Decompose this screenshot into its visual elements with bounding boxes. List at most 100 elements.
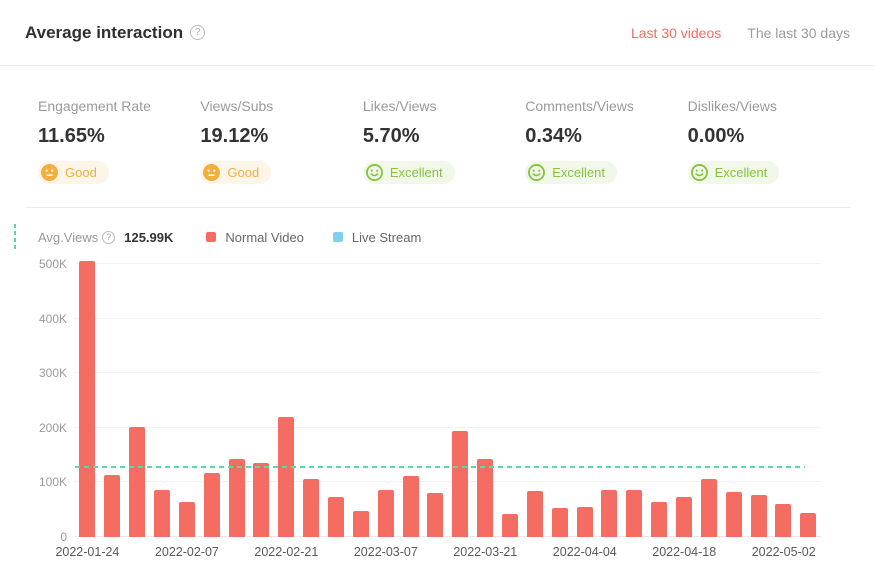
smiley-face-icon bbox=[528, 164, 546, 181]
rating-text: Good bbox=[227, 165, 260, 180]
bar[interactable] bbox=[427, 492, 444, 537]
metric-label: Views/Subs bbox=[200, 98, 274, 114]
bar-slot bbox=[672, 264, 697, 537]
metric-value: 11.65% bbox=[38, 125, 105, 147]
y-axis-tick-label: 200K bbox=[38, 420, 67, 435]
gridline bbox=[75, 317, 821, 319]
bar-slot bbox=[274, 264, 299, 537]
bar-slot bbox=[796, 264, 821, 537]
bar-slot bbox=[473, 264, 498, 537]
metric-views-subs: Views/Subs 19.12% Good bbox=[200, 98, 362, 186]
bar[interactable] bbox=[725, 492, 742, 537]
bar[interactable] bbox=[253, 462, 270, 537]
x-axis-tick-label: 2022-02-21 bbox=[254, 545, 319, 559]
avg-line-dash-icon bbox=[14, 224, 16, 250]
y-axis-tick-label: 300K bbox=[38, 366, 67, 381]
page-title: Average interaction bbox=[25, 22, 184, 42]
metric-likes-views: Likes/Views 5.70% Excellent bbox=[362, 98, 525, 186]
bar-slot bbox=[597, 264, 622, 537]
help-icon[interactable]: ? bbox=[190, 25, 206, 40]
neutral-face-icon bbox=[41, 164, 58, 181]
bar[interactable] bbox=[154, 490, 170, 537]
bar[interactable] bbox=[328, 497, 345, 537]
bar[interactable] bbox=[750, 494, 767, 537]
metric-engagement-rate: Engagement Rate 11.65% Good bbox=[38, 98, 200, 186]
bar-slot bbox=[498, 264, 523, 537]
metric-value: 0.34% bbox=[525, 125, 582, 147]
metric-dislikes-views: Dislikes/Views 0.00% Excellent bbox=[687, 98, 850, 186]
y-axis-tick-label: 0 bbox=[60, 530, 67, 544]
bar[interactable] bbox=[601, 489, 618, 537]
y-axis-tick-label: 100K bbox=[38, 475, 67, 490]
bar[interactable] bbox=[775, 503, 792, 537]
x-axis-tick-label: 2022-05-02 bbox=[751, 545, 816, 559]
bar[interactable] bbox=[178, 502, 195, 537]
bar-slot bbox=[398, 264, 423, 537]
legend-label: Normal Video bbox=[225, 229, 304, 245]
bar[interactable] bbox=[800, 512, 817, 537]
x-axis-tick-label: 2022-03-07 bbox=[353, 545, 418, 559]
gridline bbox=[75, 536, 821, 537]
x-axis-tick-label: 2022-04-04 bbox=[552, 545, 617, 559]
bar[interactable] bbox=[576, 506, 593, 537]
bar-slot bbox=[423, 264, 448, 537]
x-axis-tick-label: 2022-01-24 bbox=[55, 545, 120, 559]
metric-label: Comments/Views bbox=[525, 98, 634, 114]
bar[interactable] bbox=[402, 475, 419, 537]
views-bar-chart: 0 100K 200K 300K 400K 500K 2022-01-24 2022-02-0… bbox=[0, 250, 875, 562]
bar-slot bbox=[771, 264, 796, 537]
metric-label: Likes/Views bbox=[362, 98, 437, 114]
bar-slot bbox=[746, 264, 771, 537]
bar[interactable] bbox=[626, 489, 643, 537]
bar-slot bbox=[373, 264, 398, 537]
tab-last-30-days[interactable]: The last 30 days bbox=[747, 24, 850, 41]
avg-views-text: Avg.Views bbox=[38, 229, 99, 245]
bar-slot bbox=[622, 264, 647, 537]
avg-views-label: Avg.Views ? bbox=[38, 229, 116, 245]
y-axis-tick-label: 500K bbox=[38, 257, 67, 271]
bar-slot bbox=[125, 264, 150, 537]
bar[interactable] bbox=[104, 474, 121, 537]
bar-slot bbox=[522, 264, 547, 537]
bar-slot bbox=[696, 264, 721, 537]
bar[interactable] bbox=[651, 501, 668, 537]
bar[interactable] bbox=[203, 473, 220, 537]
tab-last-30-videos[interactable]: Last 30 videos bbox=[630, 24, 722, 41]
bar[interactable] bbox=[303, 478, 320, 537]
gridline bbox=[75, 263, 821, 264]
bar[interactable] bbox=[676, 497, 693, 537]
bar[interactable] bbox=[551, 507, 568, 537]
bar[interactable] bbox=[700, 479, 717, 537]
metrics-row: Engagement Rate 11.65% Good Views/Subs 1… bbox=[0, 66, 875, 186]
bar-slot bbox=[224, 264, 249, 537]
neutral-face-icon bbox=[203, 164, 221, 181]
bar-slot bbox=[572, 264, 597, 537]
avg-views-value: 125.99K bbox=[124, 229, 174, 245]
bar-slot bbox=[249, 264, 274, 537]
metric-value: 19.12% bbox=[200, 125, 269, 147]
section-divider bbox=[25, 207, 850, 208]
x-axis-tick-label: 2022-02-07 bbox=[154, 545, 219, 559]
help-icon[interactable]: ? bbox=[102, 230, 116, 244]
rating-text: Good bbox=[65, 165, 97, 180]
bar-slot bbox=[547, 264, 572, 537]
bar[interactable] bbox=[129, 426, 146, 537]
rating-badge: Good bbox=[38, 161, 109, 184]
bar[interactable] bbox=[477, 458, 494, 537]
legend-item-live-stream[interactable]: Live Stream bbox=[332, 230, 421, 245]
plot-area: 0 100K 200K 300K 400K 500K 2022-01-24 2022-02-0… bbox=[39, 257, 821, 559]
bar[interactable] bbox=[352, 510, 369, 537]
bar[interactable] bbox=[526, 491, 543, 537]
bar[interactable] bbox=[502, 513, 519, 537]
bar[interactable] bbox=[278, 416, 295, 537]
bar-slot bbox=[348, 264, 373, 537]
bar[interactable] bbox=[452, 431, 469, 537]
gridline bbox=[75, 481, 821, 483]
bar[interactable] bbox=[228, 459, 245, 537]
metric-value: 5.70% bbox=[362, 125, 420, 147]
legend-item-normal-video[interactable]: Normal Video bbox=[206, 230, 304, 245]
bar-slot bbox=[647, 264, 672, 537]
bar[interactable] bbox=[377, 489, 394, 537]
bar[interactable] bbox=[79, 261, 96, 537]
gridline bbox=[75, 372, 821, 374]
